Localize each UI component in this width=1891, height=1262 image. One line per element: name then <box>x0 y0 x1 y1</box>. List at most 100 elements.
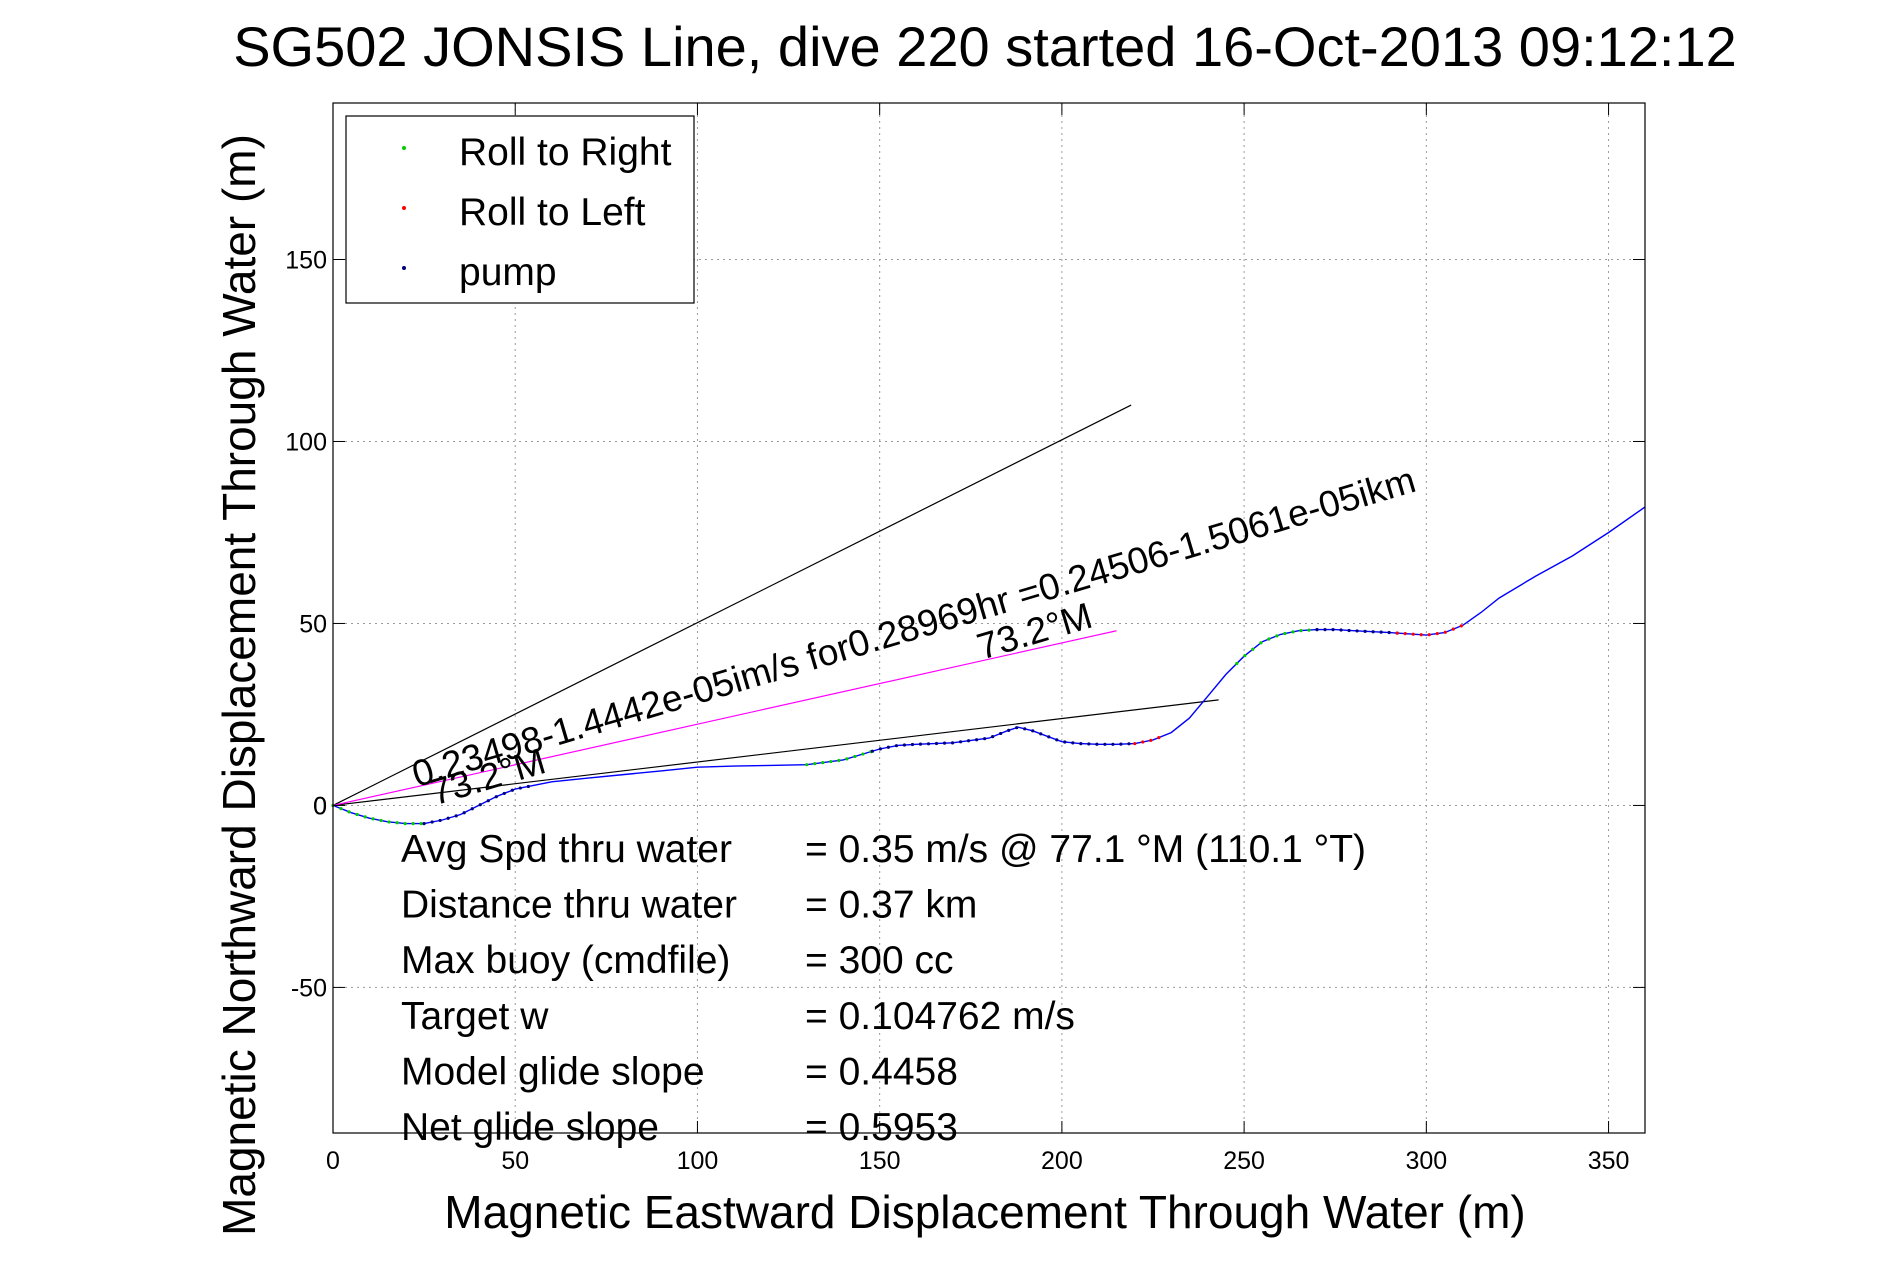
track-marker <box>1141 740 1145 744</box>
marker-group <box>331 624 1463 826</box>
y-axis-label: Magnetic Northward Displacement Through … <box>213 134 265 1236</box>
track-marker <box>1291 630 1295 634</box>
track-marker <box>395 821 399 825</box>
track-marker <box>1127 742 1131 746</box>
track-marker <box>861 752 865 756</box>
track-marker <box>1063 740 1067 744</box>
y-tick-label: 150 <box>285 247 327 275</box>
track-marker <box>1403 632 1407 636</box>
track-marker <box>902 743 907 747</box>
track-marker <box>1149 738 1153 742</box>
stat-value: = 0.37 km <box>805 884 977 927</box>
stat-value: = 0.35 m/s @ 77.1 °M (110.1 °T) <box>805 828 1366 871</box>
track-marker <box>942 741 947 745</box>
track-marker <box>1363 629 1367 633</box>
track-marker <box>1251 647 1255 651</box>
track-marker <box>470 807 474 811</box>
track-marker <box>387 820 391 824</box>
x-tick-label: 50 <box>501 1147 529 1175</box>
track-marker <box>1339 628 1343 632</box>
track-marker <box>975 738 979 742</box>
track-marker <box>1411 632 1415 636</box>
track-marker <box>518 786 522 790</box>
track-marker <box>1419 633 1423 637</box>
legend-label: Roll to Right <box>459 131 672 174</box>
track-marker <box>1103 742 1107 746</box>
y-tick-label: 50 <box>299 610 327 638</box>
track-marker <box>1007 728 1011 732</box>
stat-label: Distance thru water <box>401 884 737 927</box>
track-marker <box>918 742 923 746</box>
track-marker <box>805 763 809 767</box>
track-marker <box>486 799 490 803</box>
track-marker <box>1243 654 1247 658</box>
stat-label: Avg Spd thru water <box>401 828 732 871</box>
track-marker <box>958 740 963 744</box>
track-marker <box>446 816 450 820</box>
reference-lines <box>332 404 1219 807</box>
track-marker <box>526 784 530 789</box>
track-marker <box>894 744 899 748</box>
stat-label: Target w <box>401 995 549 1038</box>
x-tick-label: 250 <box>1223 1147 1265 1175</box>
track-marker <box>1015 726 1019 730</box>
legend-marker <box>402 146 406 150</box>
track-marker <box>1079 741 1083 746</box>
track-marker <box>1055 738 1059 742</box>
chart-title: SG502 JONSIS Line, dive 220 started 16-O… <box>233 15 1737 78</box>
x-tick-label: 350 <box>1588 1147 1630 1175</box>
track-marker <box>419 822 423 826</box>
track-marker <box>363 815 367 819</box>
x-tick-label: 0 <box>326 1147 340 1175</box>
y-tick-label: 0 <box>313 792 327 820</box>
legend-marker <box>402 206 406 210</box>
track-marker <box>494 795 498 799</box>
track-marker <box>1283 631 1287 636</box>
track-marker <box>1451 627 1455 631</box>
track-marker <box>371 817 375 821</box>
track-marker <box>837 758 841 763</box>
stat-label: Model glide slope <box>401 1050 705 1093</box>
legend-label: Roll to Left <box>459 191 646 234</box>
track-marker <box>813 762 817 766</box>
track-marker <box>1047 735 1051 739</box>
x-tick-label: 200 <box>1041 1147 1083 1175</box>
track-marker <box>1323 628 1327 632</box>
track-marker <box>966 739 971 743</box>
track-marker <box>1315 628 1319 632</box>
track-marker <box>355 812 359 817</box>
track-marker <box>1023 727 1027 731</box>
stat-value: = 300 cc <box>805 939 954 982</box>
track-marker <box>438 818 442 823</box>
x-tick-label: 100 <box>677 1147 719 1175</box>
track-marker <box>1379 630 1383 634</box>
y-tick-label: -50 <box>291 974 327 1002</box>
stats-block: Avg Spd thru water = 0.35 m/s @ 77.1 °M (… <box>401 828 1366 1149</box>
track-marker <box>1331 628 1335 632</box>
track-marker <box>462 811 466 815</box>
legend-label: pump <box>459 251 557 294</box>
x-tick-label: 300 <box>1405 1147 1447 1175</box>
y-tick-label: 0 <box>313 792 327 820</box>
track-marker <box>878 747 882 751</box>
stat-value: = 0.104762 m/s <box>805 995 1075 1038</box>
track-marker <box>1443 630 1447 634</box>
track-marker <box>1435 631 1439 636</box>
track-marker <box>991 735 995 739</box>
track-marker <box>1299 629 1303 633</box>
track-marker <box>1111 742 1115 746</box>
track-marker <box>999 731 1003 736</box>
legend-marker <box>402 266 406 270</box>
track-marker <box>1387 630 1391 635</box>
track-marker <box>422 822 426 826</box>
plot-frame <box>332 102 1646 1134</box>
track-marker <box>1275 634 1279 638</box>
track-marker <box>454 814 458 818</box>
track-marker <box>1095 742 1099 746</box>
track-marker <box>510 788 514 792</box>
track-marker <box>1371 630 1375 634</box>
track-marker <box>379 818 383 823</box>
x-tick-label: 150 <box>859 1147 901 1175</box>
track-marker <box>1427 633 1431 637</box>
